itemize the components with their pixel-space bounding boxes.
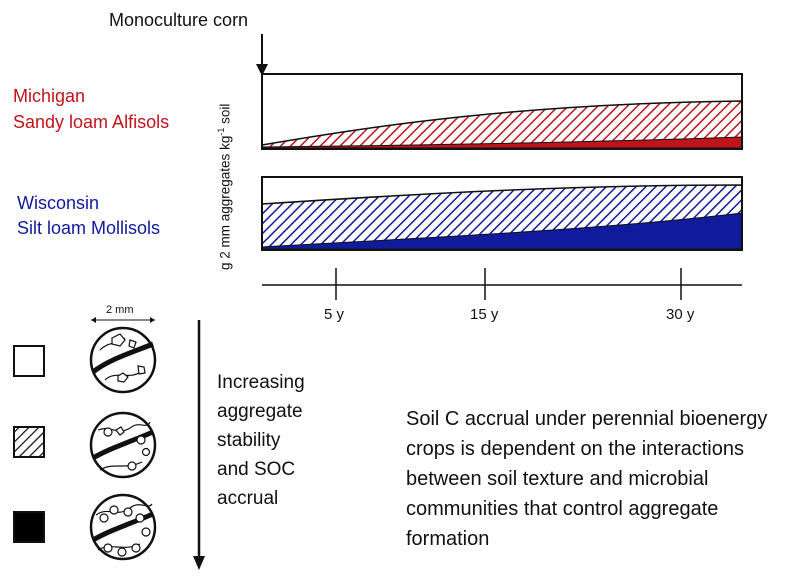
legend-solid-square: [13, 511, 45, 543]
stability-line-3: stability: [217, 430, 281, 451]
stability-line-1: Increasing: [217, 372, 305, 393]
stability-line-2: aggregate: [217, 401, 303, 422]
site-michigan-label: Michigan: [13, 86, 86, 106]
tick-label-5y: 5 y: [324, 306, 345, 323]
site-wisconsin-label: Wisconsin: [17, 193, 100, 213]
stability-text: Increasing aggregate stability and SOC a…: [217, 368, 337, 513]
aggregate-loose: [89, 326, 157, 394]
stability-line-5: accrual: [217, 488, 279, 509]
stability-arrow: [193, 320, 205, 570]
michigan-panel: [261, 73, 743, 150]
aggregate-medium: [89, 411, 157, 479]
legend-open-square: [13, 345, 45, 377]
scale-bar-label: 2 mm: [106, 304, 134, 316]
tick-label-15y: 15 y: [470, 306, 499, 323]
monoculture-corn-label: Monoculture corn: [109, 10, 249, 30]
legend-hatched-square: [13, 426, 45, 458]
site-michigan-soil-label: Sandy loam Alfisols: [13, 112, 170, 132]
aggregate-dense: [89, 493, 157, 561]
wisconsin-panel: [261, 176, 743, 251]
time-axis: [262, 268, 742, 300]
stability-line-4: and SOC: [217, 459, 296, 480]
monoculture-arrow: [256, 34, 268, 76]
summary-text: Soil C accrual under perennial bioenergy…: [406, 408, 768, 550]
site-wisconsin-soil-label: Silt loam Mollisols: [17, 218, 161, 238]
scale-bar: [91, 317, 155, 323]
tick-label-30y: 30 y: [666, 306, 695, 323]
